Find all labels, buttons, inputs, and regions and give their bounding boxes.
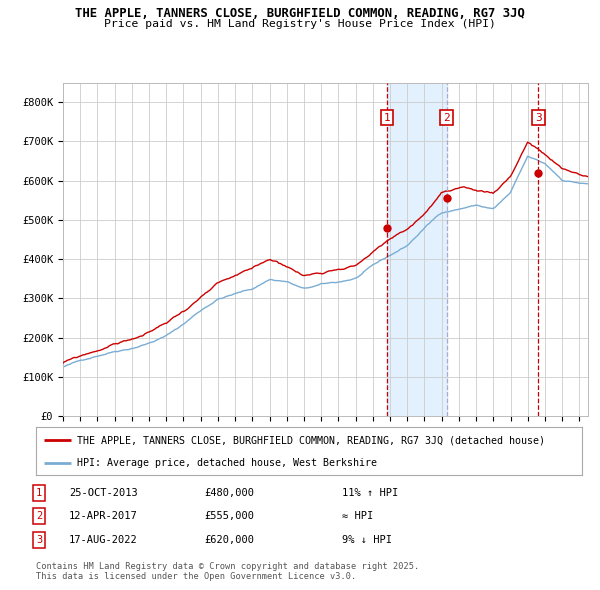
- Text: £620,000: £620,000: [204, 535, 254, 545]
- Text: 1: 1: [383, 113, 390, 123]
- Text: 2: 2: [443, 113, 450, 123]
- Text: 9% ↓ HPI: 9% ↓ HPI: [342, 535, 392, 545]
- Text: £480,000: £480,000: [204, 488, 254, 497]
- Text: 11% ↑ HPI: 11% ↑ HPI: [342, 488, 398, 497]
- Bar: [387, 83, 446, 416]
- Text: 3: 3: [535, 113, 542, 123]
- Text: £555,000: £555,000: [204, 512, 254, 521]
- Text: 12-APR-2017: 12-APR-2017: [69, 512, 138, 521]
- Text: ≈ HPI: ≈ HPI: [342, 512, 373, 521]
- Text: THE APPLE, TANNERS CLOSE, BURGHFIELD COMMON, READING, RG7 3JQ: THE APPLE, TANNERS CLOSE, BURGHFIELD COM…: [75, 7, 525, 20]
- Text: Contains HM Land Registry data © Crown copyright and database right 2025.
This d: Contains HM Land Registry data © Crown c…: [36, 562, 419, 581]
- Text: HPI: Average price, detached house, West Berkshire: HPI: Average price, detached house, West…: [77, 458, 377, 468]
- Text: 25-OCT-2013: 25-OCT-2013: [69, 488, 138, 497]
- Text: 1: 1: [36, 488, 42, 497]
- Text: 2: 2: [36, 512, 42, 521]
- Text: 17-AUG-2022: 17-AUG-2022: [69, 535, 138, 545]
- Text: Price paid vs. HM Land Registry's House Price Index (HPI): Price paid vs. HM Land Registry's House …: [104, 19, 496, 29]
- Text: 3: 3: [36, 535, 42, 545]
- Text: THE APPLE, TANNERS CLOSE, BURGHFIELD COMMON, READING, RG7 3JQ (detached house): THE APPLE, TANNERS CLOSE, BURGHFIELD COM…: [77, 435, 545, 445]
